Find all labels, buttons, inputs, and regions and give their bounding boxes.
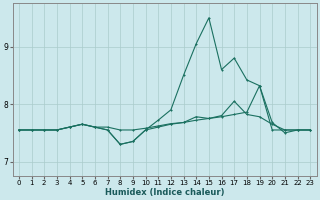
- X-axis label: Humidex (Indice chaleur): Humidex (Indice chaleur): [105, 188, 224, 197]
